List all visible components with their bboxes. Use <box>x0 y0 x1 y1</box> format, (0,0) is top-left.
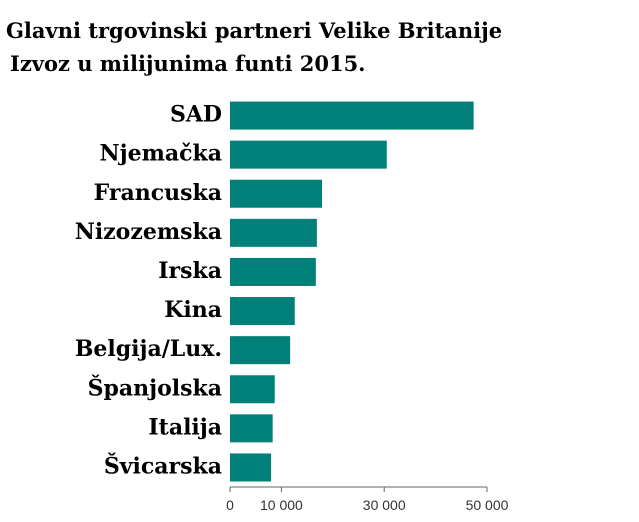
bar <box>230 140 387 169</box>
bar <box>230 101 474 130</box>
bar <box>230 414 273 443</box>
bar <box>230 179 323 208</box>
chart-subtitle: Izvoz u milijunima funti 2015. <box>10 51 366 76</box>
bar <box>230 297 295 326</box>
bar <box>230 453 272 482</box>
bar <box>230 336 291 365</box>
y-tick-label: Kina <box>164 297 222 323</box>
y-tick-label: Švicarska <box>104 452 222 479</box>
bar <box>230 375 275 404</box>
y-tick-label: Njemačka <box>100 141 223 167</box>
bar <box>230 257 316 286</box>
y-tick-label: Španjolska <box>88 374 222 401</box>
x-tick-label: 0 <box>226 497 234 513</box>
y-tick-label: Francuska <box>94 180 222 206</box>
y-tick-label: Italija <box>148 414 222 440</box>
y-tick-label: Belgija/Lux. <box>75 336 222 362</box>
x-tick-label: 50 000 <box>466 497 509 513</box>
x-tick-label: 10 000 <box>260 497 303 513</box>
bar <box>230 218 317 247</box>
y-tick-label: Nizozemska <box>75 219 222 245</box>
chart-title: Glavni trgovinski partneri Velike Britan… <box>6 18 502 43</box>
y-tick-label: Irska <box>158 258 222 284</box>
x-tick-label: 30 000 <box>363 497 406 513</box>
y-tick-label: SAD <box>170 102 222 128</box>
